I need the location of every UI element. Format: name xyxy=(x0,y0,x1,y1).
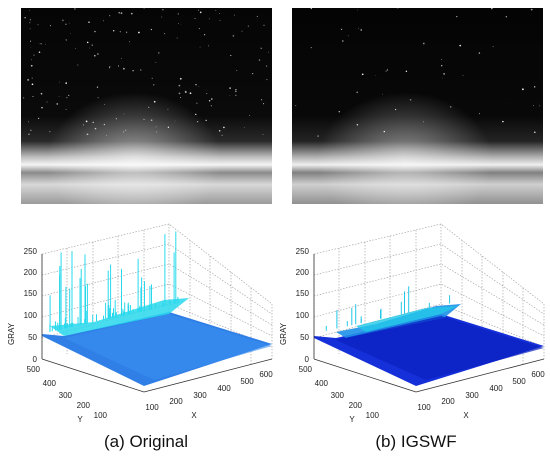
z-tick: 200 xyxy=(296,268,310,277)
surface-plot-igswf: 0 50 100 150 200 250 GRAY 500 400 300 20… xyxy=(279,223,545,424)
original-image xyxy=(21,8,272,204)
x-tick: 300 xyxy=(193,391,207,400)
z-axis-label: GRAY xyxy=(279,322,288,345)
z-tick: 250 xyxy=(296,247,310,256)
x-tick: 400 xyxy=(489,384,503,393)
x-tick: 300 xyxy=(465,391,479,400)
z-tick: 150 xyxy=(296,289,310,298)
x-tick: 200 xyxy=(441,397,455,406)
x-tick: 100 xyxy=(145,403,159,412)
z-tick: 100 xyxy=(24,311,38,320)
z-tick: 250 xyxy=(24,247,38,256)
x-tick: 600 xyxy=(259,370,273,379)
y-tick: 400 xyxy=(43,379,57,388)
y-tick: 400 xyxy=(315,379,329,388)
z-tick: 200 xyxy=(24,268,38,277)
y-tick: 100 xyxy=(366,411,380,420)
z-tick: 100 xyxy=(296,311,310,320)
y-axis-label: Y xyxy=(77,415,83,424)
z-tick: 50 xyxy=(300,333,309,342)
surface-plot-original: 0 50 100 150 200 250 GRAY 500 400 300 20… xyxy=(7,223,273,424)
x-tick: 600 xyxy=(531,370,545,379)
z-tick: 0 xyxy=(305,355,310,364)
y-tick: 200 xyxy=(349,401,363,410)
z-axis-label: GRAY xyxy=(7,322,16,345)
y-tick: 300 xyxy=(59,391,73,400)
caption-original: (a) Original xyxy=(103,432,189,451)
y-tick: 500 xyxy=(299,365,313,374)
caption-igswf: (b) IGSWF xyxy=(375,432,457,451)
z-tick: 50 xyxy=(28,333,37,342)
x-tick: 200 xyxy=(169,397,183,406)
x-tick: 500 xyxy=(512,377,526,386)
y-tick: 300 xyxy=(331,391,345,400)
x-tick: 400 xyxy=(217,384,231,393)
x-axis-label: X xyxy=(463,411,469,420)
y-tick: 200 xyxy=(77,401,91,410)
x-tick: 500 xyxy=(240,377,254,386)
x-axis-label: X xyxy=(191,411,197,420)
z-tick: 150 xyxy=(24,289,38,298)
z-tick: 0 xyxy=(33,355,38,364)
y-tick: 100 xyxy=(94,411,108,420)
igswf-image xyxy=(292,8,543,204)
y-axis-label: Y xyxy=(349,415,355,424)
y-tick: 500 xyxy=(27,365,41,374)
x-tick: 100 xyxy=(417,403,431,412)
